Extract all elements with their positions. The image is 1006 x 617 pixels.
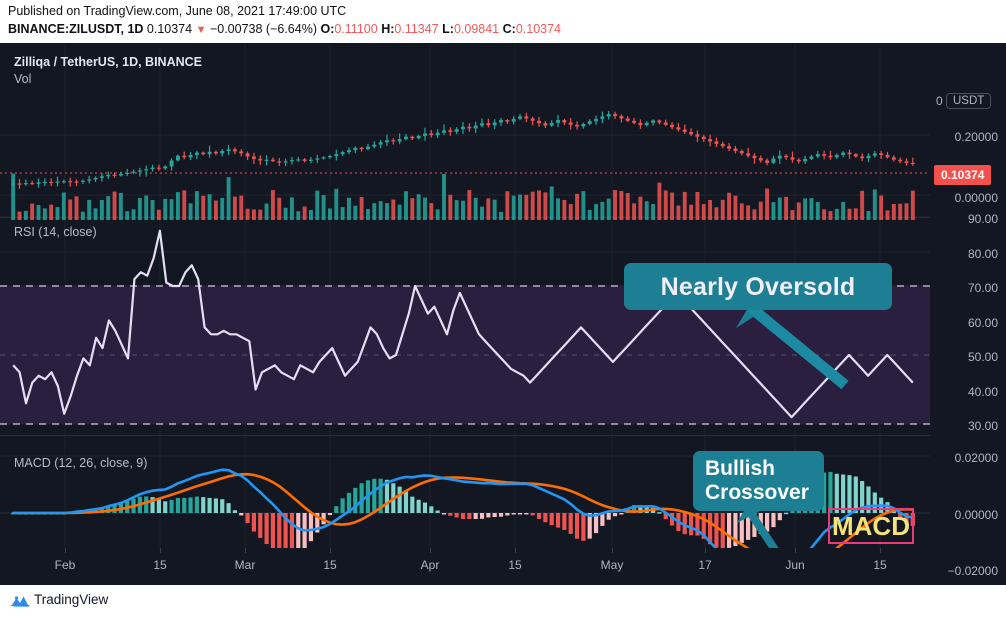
rsi-series: [0, 229, 930, 425]
rsi-tick-90: 90.00: [967, 212, 998, 226]
time-tick-6: May: [600, 558, 624, 572]
low-value: 0.09841: [453, 22, 500, 36]
time-tick-9: 15: [873, 558, 887, 572]
rsi-tick-50: 50.00: [967, 350, 998, 364]
macd-label-box: MACD: [828, 508, 914, 544]
published-line: Published on TradingView.com, June 08, 2…: [8, 4, 347, 18]
macd-series: [0, 468, 930, 548]
macd-tick-neg: −0.02000: [947, 564, 998, 578]
price-tick-1: 0.00000: [954, 191, 998, 205]
time-tick-7: 17: [698, 558, 712, 572]
time-tick-mark-1: [160, 548, 161, 553]
rsi-tick-30: 30.00: [967, 419, 998, 433]
symbol-label: BINANCE:ZILUSDT, 1D: [8, 22, 144, 36]
volume-legend: Vol: [14, 72, 32, 86]
time-tick-mark-6: [612, 548, 613, 553]
time-axis[interactable]: Feb 15 Mar 15 Apr 15 May 17 Jun 15: [0, 548, 930, 585]
footer: TradingView: [0, 585, 1006, 617]
macd-tick-zero: 0.00000: [954, 508, 998, 522]
time-tick-mark-8: [795, 548, 796, 553]
rsi-tick-80: 80.00: [967, 247, 998, 261]
time-tick-5: 15: [508, 558, 522, 572]
chart-area[interactable]: Zilliqa / TetherUS, 1D, BINANCE Vol RSI …: [0, 45, 1006, 585]
pane-separator-rsi: [0, 217, 930, 218]
footer-brand: TradingView: [34, 592, 109, 607]
open-value: 0.11100: [334, 22, 378, 36]
plot-region[interactable]: Zilliqa / TetherUS, 1D, BINANCE Vol RSI …: [0, 45, 930, 548]
header-divider: [0, 43, 1006, 45]
close-key: C:: [502, 22, 516, 36]
current-price-badge: 0.10374: [934, 165, 992, 185]
candlestick-series: [0, 111, 930, 220]
time-tick-mark-3: [330, 548, 331, 553]
time-tick-1: 15: [153, 558, 167, 572]
chart-title: Zilliqa / TetherUS, 1D, BINANCE: [14, 55, 202, 69]
tradingview-logo-icon: [10, 596, 30, 607]
callout-bullish-line1: Bullish: [705, 457, 776, 481]
rsi-tick-60: 60.00: [967, 316, 998, 330]
price-axis-zero: 0: [936, 94, 943, 108]
pane-separator-macd: [0, 435, 930, 436]
time-tick-mark-9: [880, 548, 881, 553]
rsi-tick-40: 40.00: [967, 385, 998, 399]
low-key: L:: [442, 22, 454, 36]
time-tick-2: Mar: [234, 558, 256, 572]
price-change: −0.00738 (−6.64%): [209, 22, 317, 36]
macd-tick-pos: 0.02000: [954, 451, 998, 465]
callout-bullish-line2: Crossover: [705, 481, 809, 504]
time-tick-0: Feb: [54, 558, 76, 572]
price-axis[interactable]: 0 USDT 0.20000 0.10374 0.00000 90.00 80.…: [930, 45, 1006, 585]
down-arrow-icon: ▼: [195, 24, 207, 36]
time-tick-mark-0: [65, 548, 66, 553]
time-tick-mark-2: [245, 548, 246, 553]
macd-label-text: MACD: [832, 510, 910, 541]
open-key: O:: [320, 22, 335, 36]
high-key: H:: [381, 22, 395, 36]
header: Published on TradingView.com, June 08, 2…: [0, 0, 1006, 45]
high-value: 0.11347: [394, 22, 439, 36]
callout-bullish-crossover: Bullish Crossover: [693, 451, 824, 511]
close-value: 0.10374: [515, 22, 562, 36]
callout-nearly-oversold: Nearly Oversold: [624, 263, 892, 310]
rsi-legend: RSI (14, close): [14, 225, 97, 239]
time-tick-mark-4: [430, 548, 431, 553]
rsi-tick-70: 70.00: [967, 281, 998, 295]
time-tick-3: 15: [323, 558, 337, 572]
currency-badge: USDT: [946, 93, 992, 109]
time-tick-mark-5: [515, 548, 516, 553]
time-tick-8: Jun: [785, 558, 805, 572]
last-price: 0.10374: [146, 22, 193, 36]
price-tick-0: 0.20000: [954, 130, 998, 144]
quote-line: BINANCE:ZILUSDT, 1D 0.10374 ▼ −0.00738 (…: [8, 22, 561, 36]
callout-nearly-oversold-text: Nearly Oversold: [660, 272, 856, 301]
time-tick-mark-7: [705, 548, 706, 553]
macd-legend: MACD (12, 26, close, 9): [14, 456, 148, 470]
time-tick-4: Apr: [420, 558, 440, 572]
